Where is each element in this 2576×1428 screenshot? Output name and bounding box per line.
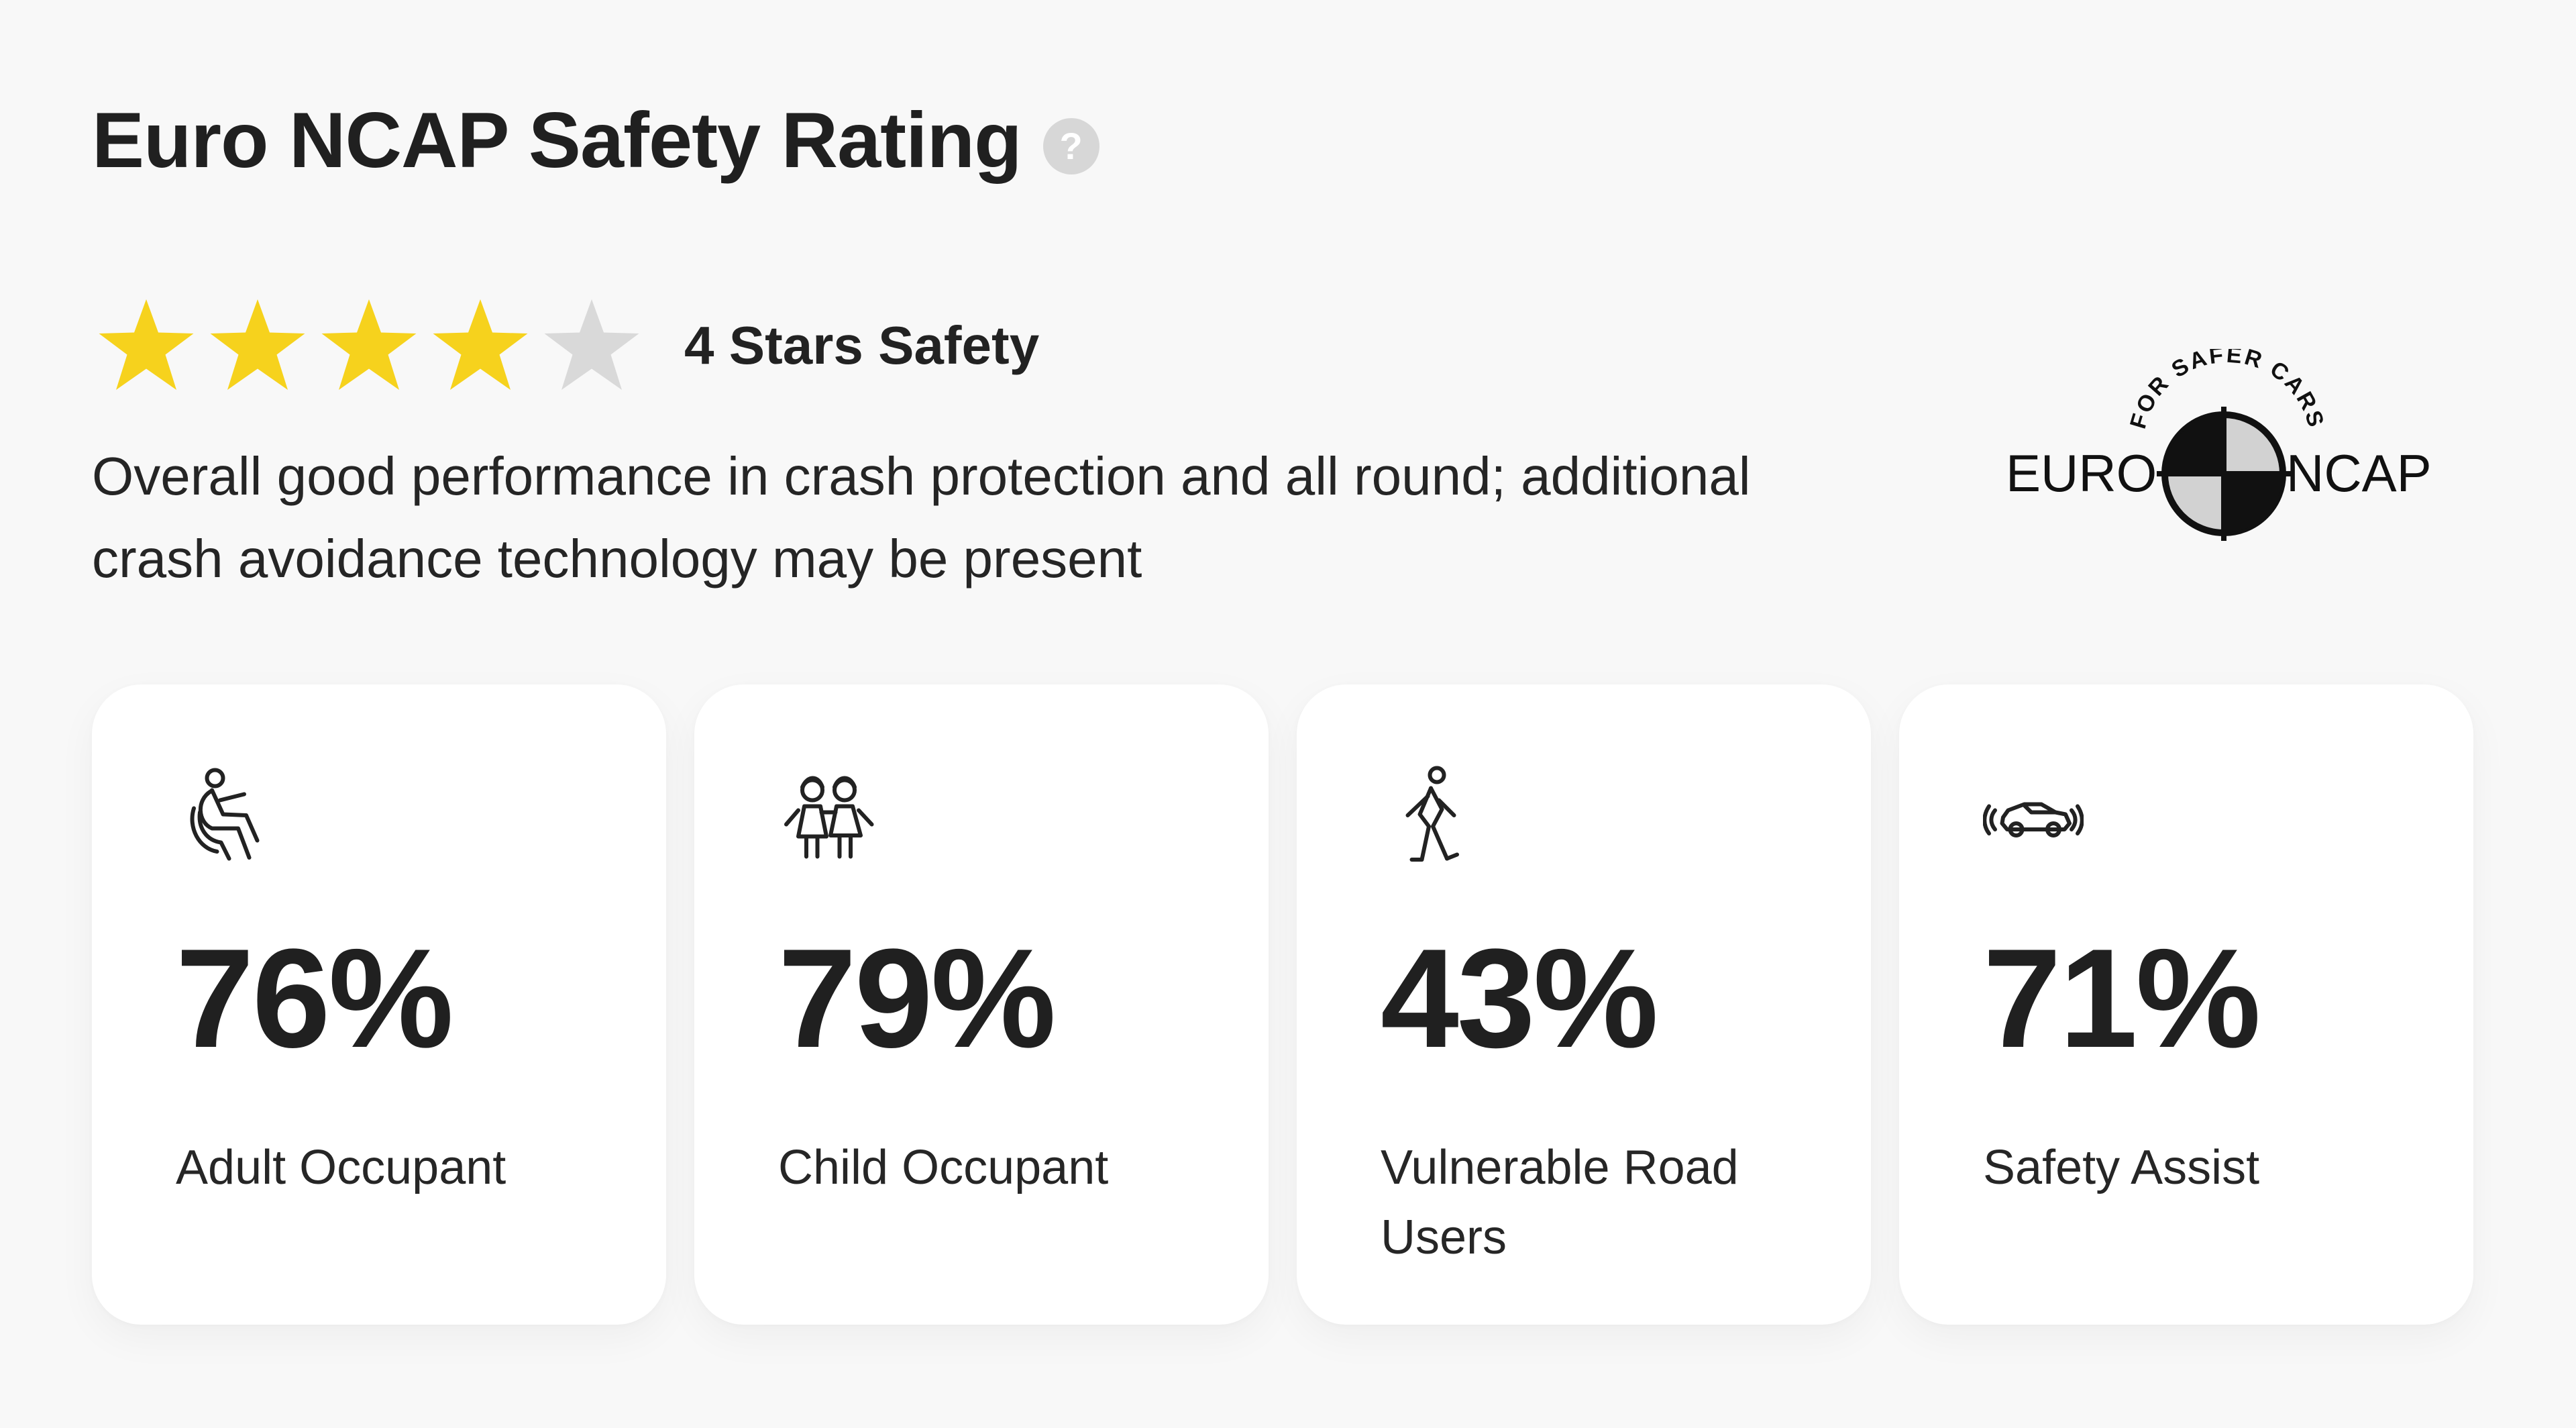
walking-person-icon xyxy=(1405,766,1459,862)
safety-assist-label: Safety Assist xyxy=(1983,1141,2260,1194)
car-sensor-icon xyxy=(1982,802,2084,837)
safety-assist-card: 71% Safety Assist xyxy=(1899,684,2473,1325)
adult-occupant-card: 76% Adult Occupant xyxy=(92,684,666,1325)
logo-right-text: NCAP xyxy=(2286,444,2432,503)
star-icon-5 xyxy=(544,299,639,390)
safety-assist-score: 71% xyxy=(1983,919,2261,1077)
star-icon-1 xyxy=(99,299,194,390)
star-icon-2 xyxy=(210,299,305,390)
star-icon-4 xyxy=(433,299,528,390)
seated-person-icon xyxy=(190,768,260,861)
vulnerable-road-users-score: 43% xyxy=(1381,919,1658,1077)
euro-ncap-logo: FOR SAFER CARS EURO NCAP xyxy=(2006,349,2432,541)
children-icon xyxy=(784,776,874,859)
vulnerable-road-users-card: 43% Vulnerable Road Users xyxy=(1297,684,1871,1325)
rating-label: 4 Stars Safety xyxy=(684,315,1040,375)
help-icon[interactable]: ? xyxy=(1042,117,1099,174)
star-rating: 4 Stars Safety xyxy=(94,295,1039,396)
score-cards: 76% Adult Occupant 79% Child Occupant xyxy=(92,684,2473,1325)
rating-description: Overall good performance in crash protec… xyxy=(92,446,1751,589)
adult-occupant-label: Adult Occupant xyxy=(176,1141,506,1194)
star-icon-3 xyxy=(321,299,417,390)
logo-left-text: EURO xyxy=(2006,444,2157,503)
adult-occupant-score: 76% xyxy=(176,919,453,1077)
child-occupant-score: 79% xyxy=(778,919,1056,1077)
title-row: Euro NCAP Safety Rating ? xyxy=(92,101,1099,179)
page-title: Euro NCAP Safety Rating xyxy=(92,96,1022,184)
child-occupant-card: 79% Child Occupant xyxy=(694,684,1269,1325)
child-occupant-label: Child Occupant xyxy=(778,1141,1109,1194)
vulnerable-road-users-label: Vulnerable Road Users xyxy=(1381,1141,1739,1264)
